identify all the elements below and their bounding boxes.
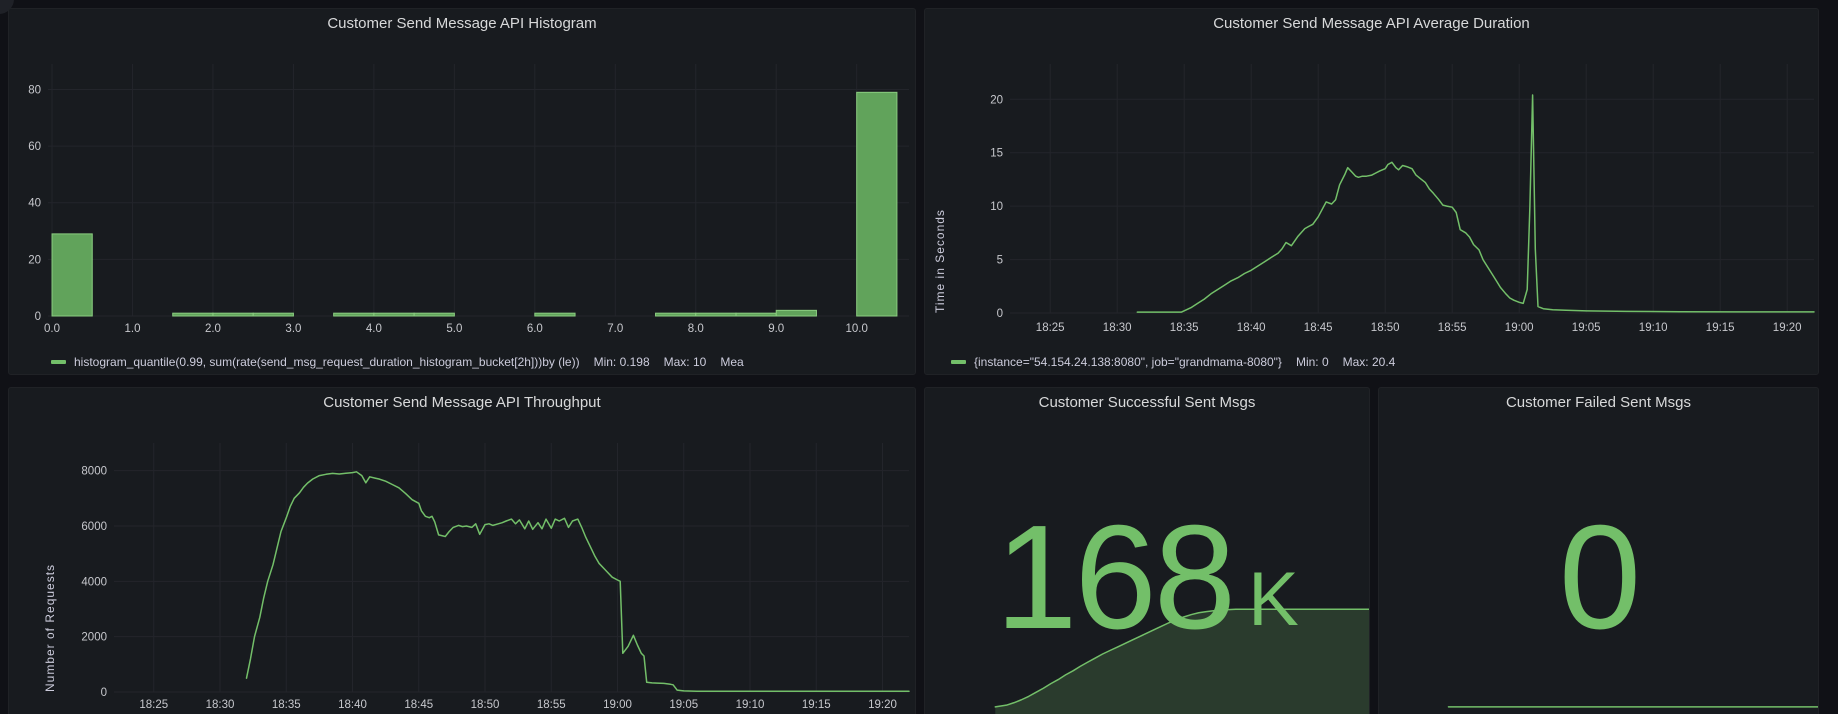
legend-swatch-icon[interactable] xyxy=(51,360,66,364)
svg-text:18:45: 18:45 xyxy=(404,699,433,711)
svg-text:60: 60 xyxy=(28,141,41,153)
svg-text:18:40: 18:40 xyxy=(338,699,367,711)
svg-text:19:10: 19:10 xyxy=(1639,322,1668,334)
svg-text:5: 5 xyxy=(997,255,1003,267)
svg-text:19:15: 19:15 xyxy=(802,699,831,711)
svg-text:18:25: 18:25 xyxy=(1036,322,1065,334)
legend-max: Max: 10 xyxy=(663,355,707,369)
svg-text:4000: 4000 xyxy=(81,576,107,588)
panel-successful-msgs: Customer Successful Sent Msgs 168 K xyxy=(924,387,1370,714)
stat-unit: K xyxy=(1248,557,1299,642)
svg-text:8000: 8000 xyxy=(81,466,107,478)
svg-text:4.0: 4.0 xyxy=(366,323,382,335)
legend-min: Min: 0 xyxy=(1295,355,1329,369)
legend-histogram: histogram_quantile(0.99, sum(rate(send_m… xyxy=(9,348,915,376)
panel-throughput: Customer Send Message API Throughput Num… xyxy=(8,387,916,714)
throughput-chart[interactable]: 18:25 18:30 18:35 18:40 18:45 18:50 18:55 19:00… xyxy=(9,418,917,714)
svg-text:10: 10 xyxy=(990,201,1003,213)
panel-title-avg-duration[interactable]: Customer Send Message API Average Durati… xyxy=(1213,15,1530,32)
svg-text:19:05: 19:05 xyxy=(669,699,698,711)
svg-text:5.0: 5.0 xyxy=(446,323,462,335)
svg-text:19:05: 19:05 xyxy=(1572,322,1601,334)
svg-text:18:30: 18:30 xyxy=(1103,322,1132,334)
svg-text:7.0: 7.0 xyxy=(607,323,623,335)
svg-text:18:35: 18:35 xyxy=(1170,322,1199,334)
svg-text:15: 15 xyxy=(990,148,1003,160)
y-axis-label-duration: Time in Seconds xyxy=(933,209,947,313)
svg-text:0: 0 xyxy=(101,687,107,699)
failed-msgs-sparkline[interactable] xyxy=(1379,606,1818,714)
svg-text:19:00: 19:00 xyxy=(603,699,632,711)
svg-text:40: 40 xyxy=(28,198,41,210)
legend-series[interactable]: {instance="54.154.24.138:8080", job="gra… xyxy=(974,355,1282,369)
svg-text:6000: 6000 xyxy=(81,521,107,533)
svg-text:19:20: 19:20 xyxy=(868,699,897,711)
svg-text:18:50: 18:50 xyxy=(1371,322,1400,334)
panel-avg-duration: Customer Send Message API Average Durati… xyxy=(924,8,1819,375)
panel-title-histogram[interactable]: Customer Send Message API Histogram xyxy=(327,15,597,32)
avg-duration-chart[interactable]: 18:25 18:30 18:35 18:40 18:45 18:50 18:55 19:00… xyxy=(925,39,1820,348)
legend-max: Max: 20.4 xyxy=(1342,355,1396,369)
stat-number: 0 xyxy=(1558,495,1641,660)
svg-text:2.0: 2.0 xyxy=(205,323,221,335)
successful-msgs-stat-value: 168 K xyxy=(925,504,1369,652)
panel-histogram: Customer Send Message API Histogram 0.0 1… xyxy=(8,8,916,375)
svg-text:0.0: 0.0 xyxy=(44,323,60,335)
svg-text:19:00: 19:00 xyxy=(1505,322,1534,334)
svg-text:18:55: 18:55 xyxy=(537,699,566,711)
y-axis-label-throughput: Number of Requests xyxy=(43,563,57,692)
svg-text:18:25: 18:25 xyxy=(139,699,168,711)
legend-swatch-icon[interactable] xyxy=(951,360,966,364)
svg-text:19:15: 19:15 xyxy=(1706,322,1735,334)
svg-text:19:10: 19:10 xyxy=(736,699,765,711)
successful-msgs-sparkline[interactable] xyxy=(925,606,1369,714)
svg-text:1.0: 1.0 xyxy=(124,323,140,335)
svg-text:18:45: 18:45 xyxy=(1304,322,1333,334)
failed-msgs-stat-value: 0 xyxy=(1379,504,1818,652)
svg-text:2000: 2000 xyxy=(81,632,107,644)
svg-text:18:50: 18:50 xyxy=(471,699,500,711)
legend-mean: Mea xyxy=(720,355,744,369)
panel-failed-msgs: Customer Failed Sent Msgs 0 xyxy=(1378,387,1819,714)
svg-text:0: 0 xyxy=(997,308,1003,320)
svg-text:10.0: 10.0 xyxy=(846,323,868,335)
legend-avg-duration: {instance="54.154.24.138:8080", job="gra… xyxy=(925,348,1818,376)
stat-number: 168 xyxy=(995,495,1236,660)
svg-text:18:55: 18:55 xyxy=(1438,322,1467,334)
legend-min: Min: 0.198 xyxy=(593,355,650,369)
svg-text:0: 0 xyxy=(35,311,41,323)
svg-text:80: 80 xyxy=(28,84,41,96)
svg-text:19:20: 19:20 xyxy=(1773,322,1802,334)
panel-title-throughput[interactable]: Customer Send Message API Throughput xyxy=(323,394,601,411)
svg-text:9.0: 9.0 xyxy=(768,323,784,335)
svg-text:6.0: 6.0 xyxy=(527,323,543,335)
svg-text:3.0: 3.0 xyxy=(285,323,301,335)
legend-query[interactable]: histogram_quantile(0.99, sum(rate(send_m… xyxy=(74,355,580,369)
svg-text:18:35: 18:35 xyxy=(272,699,301,711)
panel-title-failed-msgs[interactable]: Customer Failed Sent Msgs xyxy=(1505,394,1692,411)
svg-text:18:40: 18:40 xyxy=(1237,322,1266,334)
svg-text:8.0: 8.0 xyxy=(688,323,704,335)
svg-text:20: 20 xyxy=(990,94,1003,106)
panel-title-successful-msgs[interactable]: Customer Successful Sent Msgs xyxy=(1038,394,1256,411)
histogram-chart[interactable]: 0.0 1.0 2.0 3.0 4.0 5.0 6.0 7.0 8.0 9.0 10.0 0 20 40 6… xyxy=(9,39,917,348)
svg-text:18:30: 18:30 xyxy=(206,699,235,711)
svg-text:20: 20 xyxy=(28,254,41,266)
